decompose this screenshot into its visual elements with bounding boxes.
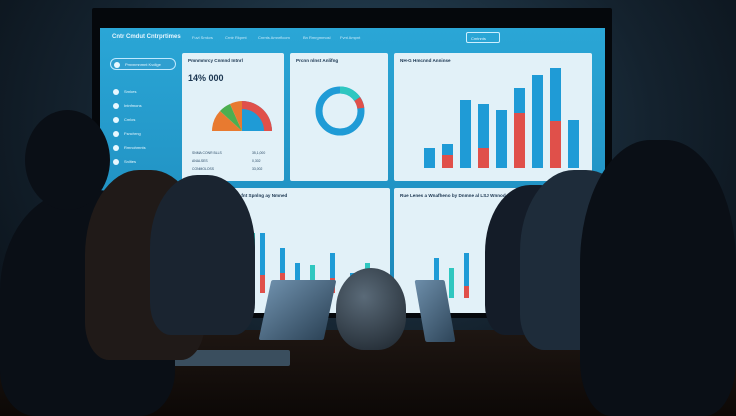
bar (295, 263, 300, 293)
vase (336, 268, 406, 350)
bar (330, 253, 335, 293)
sidebar-label: Snlltes (124, 159, 137, 164)
legend-value: 33,002 (252, 167, 263, 171)
nav-item[interactable]: Bn Rmrgmmosl (303, 35, 331, 40)
sidebar-item[interactable]: Srnkes (110, 86, 176, 98)
legend-value: 35,1,000 (252, 151, 266, 155)
person-pointing (150, 175, 255, 335)
sidebar-icon (113, 145, 119, 151)
sidebar-icon (113, 159, 119, 165)
pie-slice-orange (212, 111, 242, 131)
bar (449, 268, 454, 298)
sidebar-icon (113, 131, 119, 137)
person-head (25, 110, 110, 210)
legend-label: CONMOLOSS (192, 167, 215, 171)
sidebar-label: Rmnohmnts (124, 145, 146, 150)
pie-slice-orange-2 (230, 101, 242, 131)
sidebar: Pmvnmnmnt Kvdlge Srnkes Intnfmons Cmlos Fsnc… (104, 50, 178, 250)
sidebar-item[interactable]: Cmlos (110, 114, 176, 126)
bar (478, 104, 489, 168)
bar (310, 265, 315, 293)
panel-title: NH-G Hmcnnd Anninse (400, 58, 451, 63)
bar (434, 258, 439, 298)
bar-segment-red (514, 113, 525, 168)
bar (568, 120, 579, 168)
panel-title: Pmnmmrcy Cnmnd Intnrl (188, 58, 243, 63)
nav-item[interactable]: Cnrnts Amnrflcom (258, 35, 290, 40)
person-right-3 (580, 140, 736, 416)
panel-kpi: Pmnmmrcy Cnmnd Intnrl 14% 000 SNMA CONR … (182, 53, 284, 181)
legend-value: 0,302 (252, 159, 261, 163)
dashboard-title: Cntr Cmdut Cntrprtimes (112, 34, 181, 40)
sidebar-item[interactable]: Intnfmons (110, 100, 176, 112)
bar (424, 148, 435, 168)
sidebar-label: Pmvnmnmnt Kvdlge (125, 62, 161, 67)
sidebar-icon (113, 103, 119, 109)
legend-label: SNMA CONR BLLS (192, 151, 222, 155)
semi-pie-chart (212, 101, 272, 131)
donut-chart (315, 86, 365, 136)
bar (464, 253, 469, 298)
sidebar-item[interactable]: Rmnohmnts (110, 142, 176, 154)
kpi-value: 14% 000 (188, 73, 224, 83)
bar (280, 248, 285, 293)
nav-button[interactable]: Cmtnnts (466, 32, 500, 43)
panel-title: Fu Cfhed Cor fnt Spnlng ay Nmned (211, 193, 288, 198)
sidebar-label: Fsnchrng (124, 131, 141, 136)
bar (260, 233, 265, 293)
sidebar-label: Intnfmons (124, 103, 142, 108)
bar-segment-red (464, 286, 469, 298)
sidebar-icon (113, 117, 119, 123)
sidebar-item[interactable]: Pmvnmnmnt Kvdlge (110, 58, 176, 70)
panel-bar-chart: NH-G Hmcnnd Anninse (394, 53, 592, 181)
bar (532, 75, 543, 168)
bar (460, 100, 471, 168)
legend-label: ANALSES (192, 159, 208, 163)
sidebar-icon (113, 89, 119, 95)
sidebar-item[interactable]: Snlltes (110, 156, 176, 168)
bar (496, 110, 507, 168)
pie-slice-green (220, 104, 242, 131)
bar (550, 68, 561, 168)
sidebar-label: Cmlos (124, 117, 136, 122)
pie-slice-red (242, 101, 272, 131)
panel-donut: Prcnn nlnst Anlifng (290, 53, 388, 181)
dashboard-topbar: Cntr Cmdut Cntrprtimes Fuvl Srnkvs Crntr… (100, 28, 605, 48)
sidebar-label: Srnkes (124, 89, 137, 94)
laptop (258, 280, 337, 340)
nav-item[interactable]: Crntr Rkpmt (225, 35, 247, 40)
panel-title: Rue Lenes a Wnafheno by Dnmne al LSJ Wnn… (400, 193, 507, 198)
sidebar-item[interactable]: Fsnchrng (110, 128, 176, 140)
nav-item[interactable]: Fvnt Ampnt (340, 35, 361, 40)
bar-segment-red (550, 121, 561, 168)
bar-segment-red (442, 155, 453, 168)
bar-segment-red (478, 148, 489, 168)
bar-segment-red (260, 275, 265, 293)
panel-title: Prcnn nlnst Anlifng (296, 58, 339, 63)
sidebar-icon (114, 62, 120, 68)
donut-segment-teal (315, 86, 365, 136)
nav-item[interactable]: Fuvl Srnkvs (192, 35, 213, 40)
